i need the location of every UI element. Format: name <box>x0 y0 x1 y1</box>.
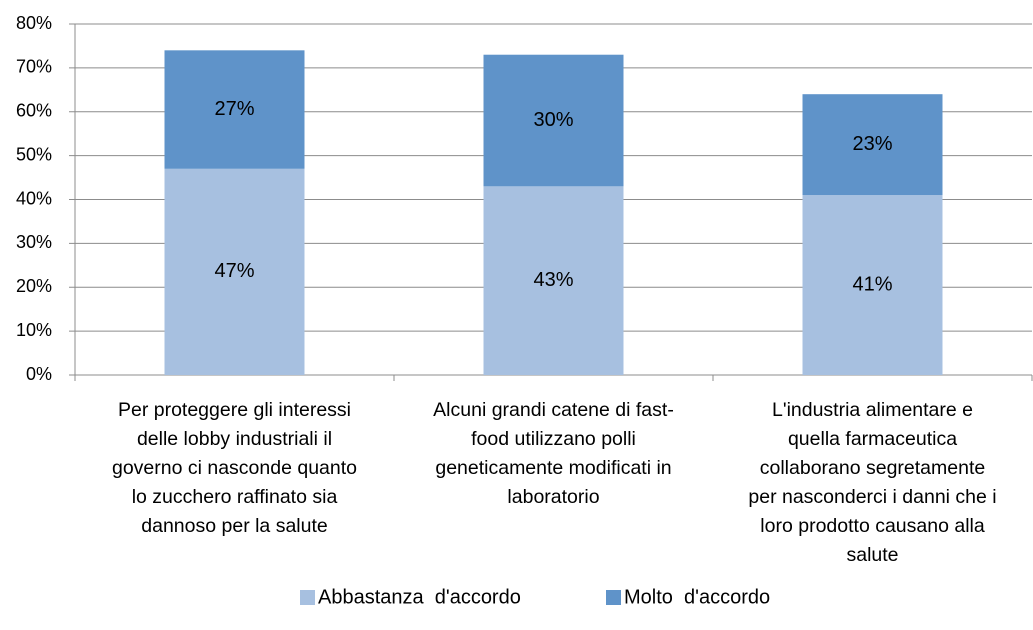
y-tick-label: 60% <box>16 101 52 121</box>
y-tick-label: 70% <box>16 57 52 77</box>
y-tick-label: 20% <box>16 276 52 296</box>
value-label: 27% <box>214 98 254 120</box>
y-tick-label: 0% <box>26 364 52 384</box>
y-tick-label: 10% <box>16 320 52 340</box>
y-tick-label: 50% <box>16 144 52 164</box>
value-label: 43% <box>533 269 573 291</box>
legend-label: Molto d'accordo <box>624 586 770 608</box>
value-label: 30% <box>533 109 573 131</box>
legend-swatch <box>300 590 315 605</box>
bar-segment <box>483 54 624 187</box>
y-tick-label: 80% <box>16 13 52 33</box>
value-label: 47% <box>214 260 254 282</box>
legend-label: Abbastanza d'accordo <box>318 586 521 608</box>
value-label: 23% <box>852 133 892 155</box>
legend-swatch <box>606 590 621 605</box>
bar-segment <box>802 195 943 375</box>
bar-segment <box>802 94 943 196</box>
bar-segment <box>164 168 305 375</box>
y-tick-label: 40% <box>16 188 52 208</box>
y-tick-label: 30% <box>16 232 52 252</box>
bar-segment <box>164 50 305 169</box>
value-label: 41% <box>852 273 892 295</box>
x-tick-label: L'industria alimentare e quella farmaceut… <box>748 399 996 566</box>
x-tick-label: Alcuni grandi catene di fast-food utiliz… <box>433 399 674 508</box>
x-tick-label: Per proteggere gli interessi delle lobby … <box>112 399 357 537</box>
bar-segment <box>483 186 624 375</box>
